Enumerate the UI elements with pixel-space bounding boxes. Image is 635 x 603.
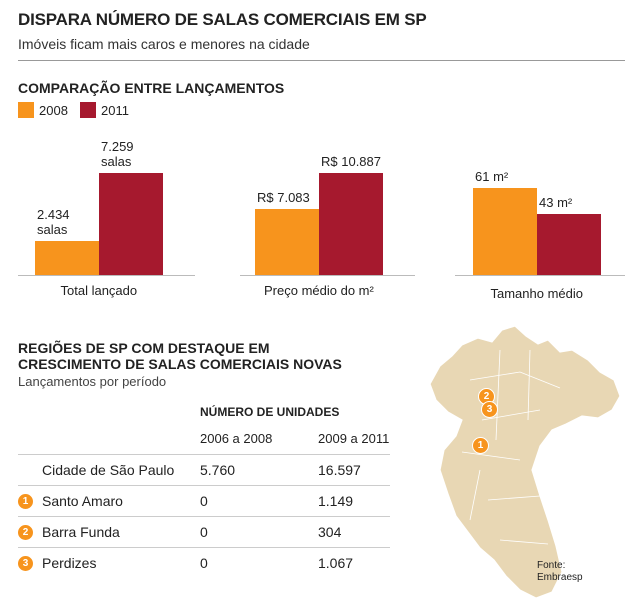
divider xyxy=(18,60,625,61)
legend-swatch xyxy=(80,102,96,118)
map-marker: 3 xyxy=(481,401,498,418)
column-header: 2006 a 2008 xyxy=(200,431,273,446)
row-name: Perdizes xyxy=(42,555,97,571)
baseline xyxy=(455,275,625,276)
x-label: Total lançado xyxy=(60,283,138,298)
group-header: NÚMERO DE UNIDADES xyxy=(200,405,340,419)
table-title: REGIÕES DE SP COM DESTAQUE EM xyxy=(18,340,270,356)
cell: 0 xyxy=(200,524,208,540)
row-marker: 2 xyxy=(18,525,33,540)
bar xyxy=(255,208,319,275)
cell: 16.597 xyxy=(318,462,361,478)
map-shape xyxy=(429,325,621,599)
row-name: Santo Amaro xyxy=(42,493,123,509)
subtitle: Imóveis ficam mais caros e menores na ci… xyxy=(18,36,310,52)
row-line xyxy=(18,547,390,548)
section-title: COMPARAÇÃO ENTRE LANÇAMENTOS xyxy=(18,80,285,96)
table-title: CRESCIMENTO DE SALAS COMERCIAIS NOVAS xyxy=(18,356,342,372)
row-name: Barra Funda xyxy=(42,524,120,540)
bar xyxy=(99,173,163,275)
value-label: 43 m² xyxy=(539,194,573,210)
column-header: 2009 a 2011 xyxy=(318,431,390,446)
bar xyxy=(35,240,99,275)
legend-label: 2008 xyxy=(39,103,68,118)
x-label: Tamanho médio xyxy=(490,286,584,301)
value-label: 61 m² xyxy=(475,169,509,184)
baseline xyxy=(240,275,415,276)
value-label: 2.434 salas xyxy=(37,206,70,237)
cell: 1.149 xyxy=(318,493,354,509)
legend-swatch xyxy=(18,102,34,118)
cell: 0 xyxy=(200,555,208,571)
row-marker: 1 xyxy=(18,494,33,509)
row-line xyxy=(18,516,390,517)
cell: 1.067 xyxy=(318,555,354,571)
bar xyxy=(319,173,383,275)
bar xyxy=(537,213,601,275)
x-label: Preço médio do m² xyxy=(264,283,374,298)
row-marker: 3 xyxy=(18,556,33,571)
map-districts xyxy=(461,349,561,545)
source: Fonte: Embraesp xyxy=(537,560,583,583)
row-line xyxy=(18,454,390,455)
baseline xyxy=(18,275,195,276)
cell: 304 xyxy=(318,524,342,540)
value-label: R$ 7.083 xyxy=(257,189,310,205)
cell: 0 xyxy=(200,493,208,509)
value-label: R$ 10.887 xyxy=(321,154,381,169)
bar xyxy=(473,188,537,275)
value-label: 7.259 salas xyxy=(101,139,134,169)
table-subtitle: Lançamentos por período xyxy=(18,374,167,389)
row-line xyxy=(18,485,390,486)
legend-label: 2011 xyxy=(101,103,129,118)
row-name: Cidade de São Paulo xyxy=(42,462,175,478)
title: DISPARA NÚMERO DE SALAS COMERCIAIS EM SP xyxy=(18,10,427,29)
map-marker: 1 xyxy=(472,437,489,454)
cell: 5.760 xyxy=(200,462,236,478)
